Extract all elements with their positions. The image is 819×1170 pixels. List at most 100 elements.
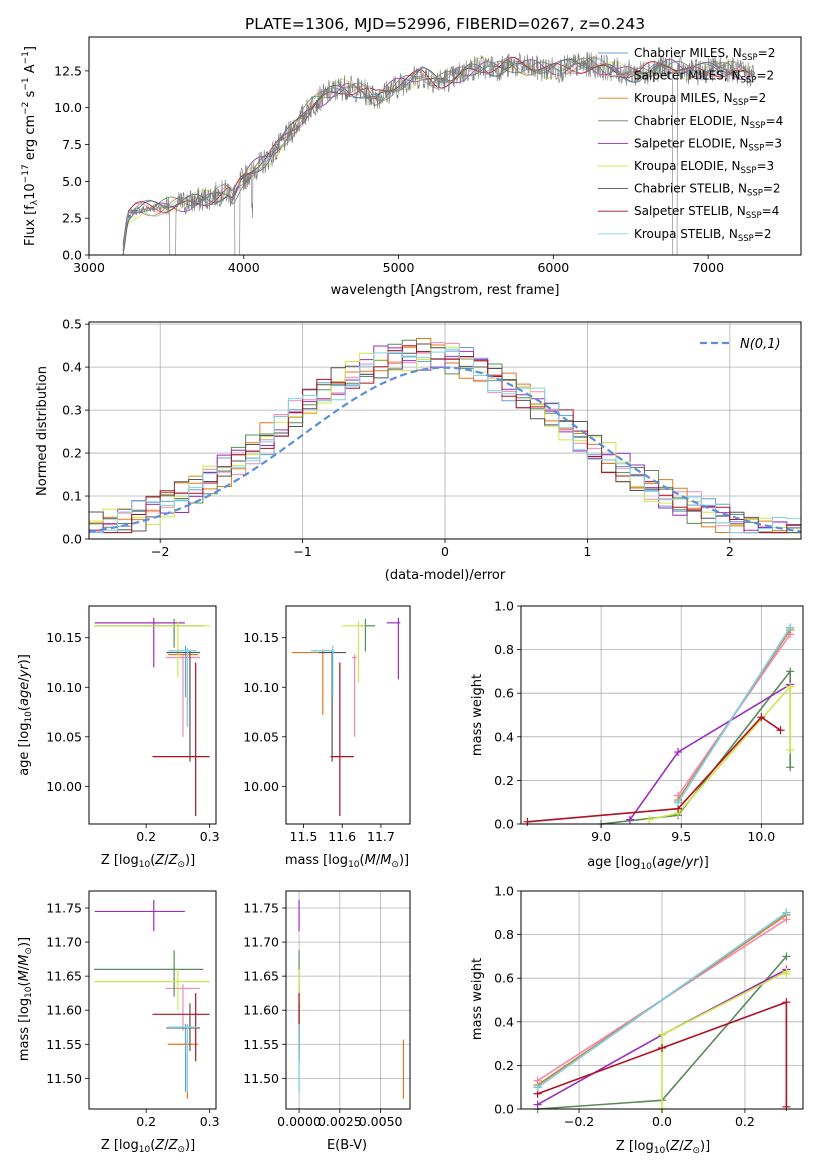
weight_vs_Z-line-kroupa-stelib [537,912,787,1088]
mass_vs_Z-ytick-label: 11.75 [46,901,82,916]
histogram-salpeter-elodie [89,345,801,533]
spectrum-ytick-label: 5.0 [62,174,82,189]
age_vs_mass-ytick-label: 10.00 [243,779,279,794]
mass-vs-ebv-xlabel: E(B-V) [327,1138,367,1153]
mass_vs_EBV-ytick-label: 11.70 [243,935,279,950]
spectrum-xtick-label: 4000 [228,260,260,275]
age_vs_mass-xtick-label: 11.7 [367,829,395,844]
mass_vs_EBV-xtick-label: 0.0000 [277,1114,321,1129]
weight-vs-z-xlabel: Z [log10(Z/Z⊙)] [616,1139,710,1156]
weight-vs-z-panel: Z [log10(Z/Z⊙)] mass weight −0.2 0.0 0.2 0.… [470,884,804,1156]
weight-vs-age-panel: age [log10(age/yr)] mass weight 9.0 9.5 10… [470,599,804,872]
weight_vs_Z-xtick-label: −0.2 [564,1114,594,1129]
gaussian-curve [88,366,802,533]
weight_vs_age-xtick-label: 10.0 [747,829,775,844]
mass_vs_Z-ytick-label: 11.70 [46,935,82,950]
age_vs_mass-frame [285,605,411,825]
residuals-ylabel: Normed distribution [35,366,50,496]
weight_vs_age-point-kroupa-elodie [645,815,654,824]
legend-entry: Chabrier STELIB, NSSP=2 [634,182,781,199]
weight_vs_Z-point-kroupa-stelib [782,908,791,917]
weight_vs_age-xtick-label: 9.5 [671,829,691,844]
weight_vs_age-point-chabrier-elodie [786,667,795,676]
weight_vs_Z-point-chabrier-elodie [782,952,791,961]
weight_vs_Z-ytick-label: 0.0 [494,1102,514,1117]
weight_vs_Z-ytick-label: 0.6 [494,971,514,986]
weight_vs_age-ytick-label: 0.8 [494,642,514,657]
spectrum-xtick-label: 6000 [537,260,569,275]
spectrum-ytick-label: 0.0 [62,248,82,263]
spectrum-xlabel: wavelength [Angstrom, rest frame] [331,283,560,298]
spectrum-model-chabrier-elodie [122,57,755,247]
residuals-ytick-label: 0.3 [62,403,82,418]
spectrum-legend: Chabrier MILES, NSSP=2 Salpeter MILES, NS… [598,46,783,244]
weight_vs_age-point-salpeter-stelib [757,713,766,722]
mass_vs_Z-xtick-label: 0.2 [136,1114,156,1129]
histogram-kroupa-stelib [89,348,801,534]
mass_vs_Z-ytick-label: 11.50 [46,1071,82,1086]
residuals-xtick-label: 0 [441,544,449,559]
residuals-marks [88,338,802,534]
age_vs_mass-ytick-label: 10.15 [243,630,279,645]
weight_vs_Z-ytick-label: 0.8 [494,927,514,942]
age_vs_mass-xtick-label: 11.5 [290,829,318,844]
mass_vs_EBV-xtick-label: 0.0050 [359,1114,403,1129]
mass-vs-z-panel: Z [log10(Z/Z⊙)] mass [log10(M/M⊙)] 0.2 0.… [17,890,220,1155]
spectrum-observed-line [122,51,755,255]
weight_vs_Z-ytick-label: 0.2 [494,1058,514,1073]
mass_vs_Z-marks [94,899,210,1099]
weight_vs_age-ytick-label: 0.4 [494,729,514,744]
weight_vs_age-line-salpeter-stelib [527,716,782,823]
residuals-xtick-label: −1 [293,544,311,559]
mass-vs-z-xlabel: Z [log10(Z/Z⊙)] [101,1138,195,1155]
spectrum-model-chabrier-stelib [122,58,755,255]
figure-title: PLATE=1306, MJD=52996, FIBERID=0267, z=0… [245,15,645,33]
weight_vs_Z-point-kroupa-elodie [658,1030,666,1039]
mass_vs_EBV-ytick-label: 11.60 [243,1003,279,1018]
mass_vs_EBV-ytick-label: 11.55 [243,1037,279,1052]
weight_vs_age-point-salpeter-stelib [523,817,532,826]
spectrum-model-salpeter-miles [122,56,755,250]
age_vs_Z-ytick-label: 10.10 [46,680,82,695]
weight_vs_Z-xtick-label: 0.0 [652,1114,672,1129]
weight_vs_age-point-kroupa-elodie [786,682,795,691]
mass_vs_EBV-xtick-label: 0.0025 [318,1114,362,1129]
age-vs-z-panel: Z [log10(Z/Z⊙)] age [log10(age/yr)] 0.2 0… [17,605,220,870]
weight_vs_age-point-chabrier-elodie [786,763,795,772]
residuals-ytick-label: 0.0 [62,532,82,547]
weight_vs_age-point-kroupa-stelib [674,798,683,807]
age-vs-z-ylabel: age [log10(age/yr)] [17,654,34,776]
residuals-ytick-label: 0.5 [62,317,82,332]
weight_vs_Z-point-salpeter-elodie [533,1100,542,1109]
mass_vs_EBV-marks [298,899,405,1099]
residuals-xtick-label: 2 [726,544,734,559]
residuals-frame [88,321,802,540]
weight_vs_Z-marks [533,908,791,1113]
legend-entry: Salpeter MILES, NSSP=2 [634,69,774,86]
weight_vs_age-ytick-label: 1.0 [494,599,514,614]
mass_vs_EBV-frame [285,890,411,1110]
age_vs_mass-ytick-label: 10.05 [243,729,279,744]
weight_vs_age-ytick-label: 0.6 [494,686,514,701]
weight_vs_Z-point-salpeter-stelib [782,1102,791,1111]
weight_vs_age-point-salpeter-elodie [625,815,634,824]
age_vs_Z-frame [88,605,217,825]
weight_vs_age-point-kroupa-elodie [786,745,795,754]
weight_vs_age-ytick-label: 0.0 [494,817,514,832]
mass_vs_EBV-ytick-label: 11.50 [243,1071,279,1086]
spectrum-xtick-label: 3000 [73,260,105,275]
weight_vs_Z-xtick-label: 0.2 [735,1114,755,1129]
residuals-panel: (data-model)/error Normed distribution −… [35,317,802,583]
weight-vs-z-ylabel: mass weight [470,958,485,1040]
spectrum-ytick-label: 2.5 [62,211,82,226]
weight_vs_age-ytick-label: 0.2 [494,773,514,788]
weight_vs_age-point-kroupa-stelib [786,623,795,632]
legend-entry: Chabrier MILES, NSSP=2 [634,46,775,63]
weight_vs_age-point-salpeter-elodie [674,748,683,757]
weight_vs_Z-point-salpeter-stelib [658,1043,666,1052]
weight_vs_age-marks [523,623,795,828]
weight-vs-age-xlabel: age [log10(age/yr)] [587,855,709,872]
weight_vs_age-xtick-label: 9.0 [591,829,611,844]
age_vs_Z-xtick-label: 0.3 [200,829,220,844]
